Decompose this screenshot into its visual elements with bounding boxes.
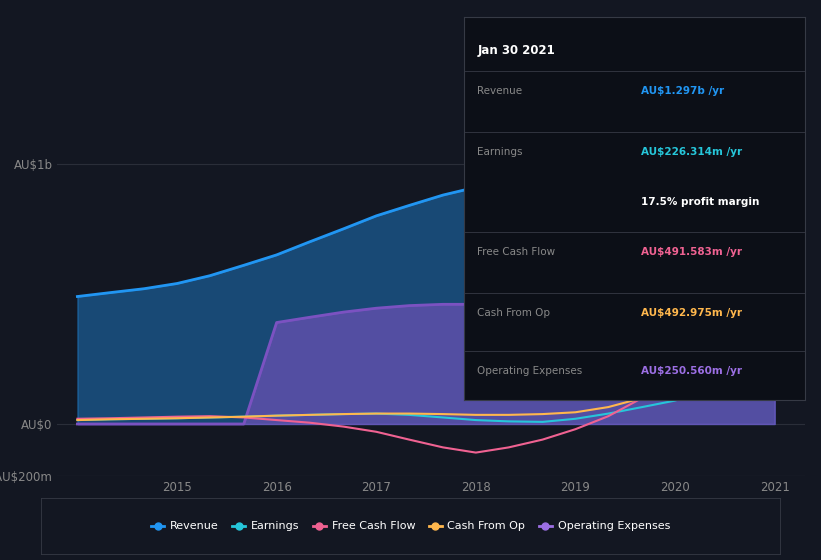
Text: AU$491.583m /yr: AU$491.583m /yr bbox=[641, 247, 742, 257]
Legend: Revenue, Earnings, Free Cash Flow, Cash From Op, Operating Expenses: Revenue, Earnings, Free Cash Flow, Cash … bbox=[147, 517, 674, 536]
Text: AU$1.297b /yr: AU$1.297b /yr bbox=[641, 86, 724, 96]
Text: Cash From Op: Cash From Op bbox=[478, 309, 551, 318]
Text: AU$250.560m /yr: AU$250.560m /yr bbox=[641, 366, 742, 376]
Text: Free Cash Flow: Free Cash Flow bbox=[478, 247, 556, 257]
Text: AU$226.314m /yr: AU$226.314m /yr bbox=[641, 147, 742, 157]
Text: 17.5% profit margin: 17.5% profit margin bbox=[641, 197, 759, 207]
Text: Jan 30 2021: Jan 30 2021 bbox=[478, 44, 555, 57]
Text: AU$492.975m /yr: AU$492.975m /yr bbox=[641, 309, 742, 318]
Text: Operating Expenses: Operating Expenses bbox=[478, 366, 583, 376]
Text: Revenue: Revenue bbox=[478, 86, 523, 96]
Text: Earnings: Earnings bbox=[478, 147, 523, 157]
